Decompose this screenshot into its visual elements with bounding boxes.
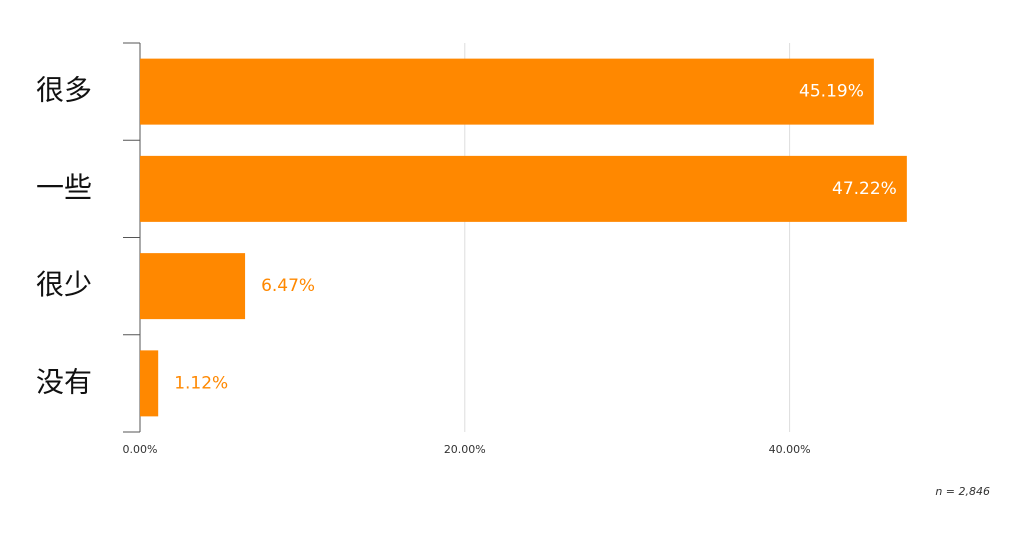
value-label: 45.19%: [799, 82, 864, 102]
y-tick-label: 很多: [36, 74, 92, 107]
value-label: 1.12%: [174, 373, 228, 393]
bar: [140, 58, 874, 125]
y-tick-label: 没有: [36, 365, 92, 398]
value-label: 6.47%: [261, 276, 315, 296]
x-tick-label: 20.00%: [444, 443, 486, 456]
sample-size-note: n = 2,846: [935, 485, 990, 498]
bar: [140, 350, 159, 417]
x-tick-label: 0.00%: [123, 443, 158, 456]
value-label: 47.22%: [832, 179, 897, 199]
bar: [140, 155, 907, 222]
y-tick-label: 很少: [36, 268, 92, 301]
x-tick-label: 40.00%: [769, 443, 811, 456]
bar: [140, 253, 246, 320]
y-tick-label: 一些: [36, 171, 92, 204]
